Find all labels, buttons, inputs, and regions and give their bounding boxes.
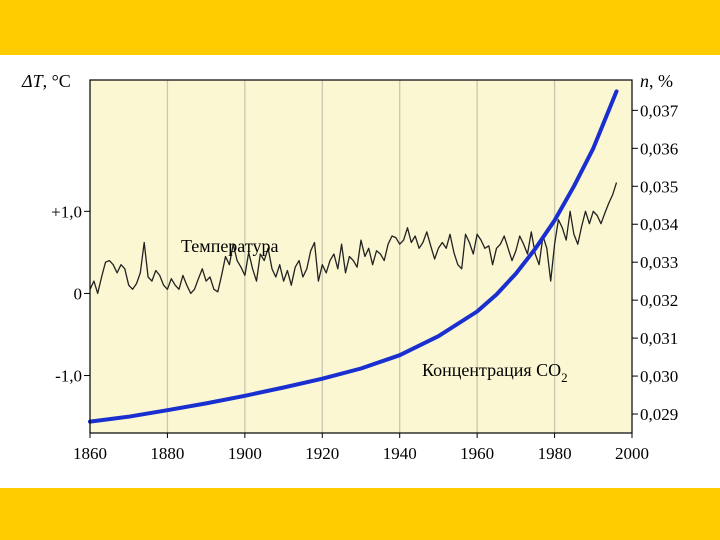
co2-label-subscript: 2 (561, 370, 568, 385)
plot-area (90, 80, 632, 433)
x-tick-label: 2000 (615, 444, 649, 463)
right-axis-label: n, % (640, 71, 673, 91)
x-tick-label: 1860 (73, 444, 107, 463)
left-tick-label: 0 (74, 284, 83, 303)
left-tick-label: -1,0 (55, 367, 82, 386)
plot-frame (89, 79, 633, 434)
right-tick-label: 0,032 (640, 291, 678, 310)
right-tick-label: 0,034 (640, 215, 679, 234)
series-lines (88, 89, 619, 424)
right-tick-label: 0,030 (640, 367, 678, 386)
bottom-band (0, 488, 720, 540)
x-tick-label: 1940 (383, 444, 417, 463)
right-tick-label: 0,037 (640, 101, 679, 120)
co2-series-label: Концентрация CO2 (422, 360, 568, 385)
x-tick-label: 1880 (150, 444, 184, 463)
co2-label-main: Концентрация CO (422, 360, 561, 380)
temperature-series-label: Температура (181, 236, 278, 256)
right-tick-label: 0,035 (640, 177, 678, 196)
left-axis-symbol: ΔT (21, 71, 45, 91)
temperature-co2-chart: 1860 1880 1900 1920 1940 1960 1980 2000 +1,0 0 -1… (21, 71, 679, 463)
x-tick-label: 1960 (460, 444, 494, 463)
left-tick-label: +1,0 (51, 202, 82, 221)
right-tick-label: 0,029 (640, 405, 678, 424)
x-tick-label: 1920 (305, 444, 339, 463)
top-band (0, 0, 720, 55)
left-axis-ticks: +1,0 0 -1,0 (51, 202, 90, 386)
right-axis-symbol: n (640, 71, 649, 91)
right-tick-label: 0,033 (640, 253, 678, 272)
left-axis-unit: , °C (43, 71, 71, 91)
left-axis-label: ΔT, °C (21, 71, 71, 91)
co2-line (88, 89, 619, 424)
x-axis-ticks: 1860 1880 1900 1920 1940 1960 1980 2000 (73, 433, 649, 463)
right-tick-label: 0,031 (640, 329, 678, 348)
right-tick-label: 0,036 (640, 139, 678, 158)
temperature-line (89, 182, 618, 295)
x-tick-label: 1980 (538, 444, 572, 463)
right-axis-ticks: 0,037 0,036 0,035 0,034 0,033 0,032 0,031 0,030… (632, 101, 679, 424)
gridlines (166, 80, 556, 433)
right-axis-unit: , % (649, 71, 673, 91)
x-tick-label: 1900 (228, 444, 262, 463)
